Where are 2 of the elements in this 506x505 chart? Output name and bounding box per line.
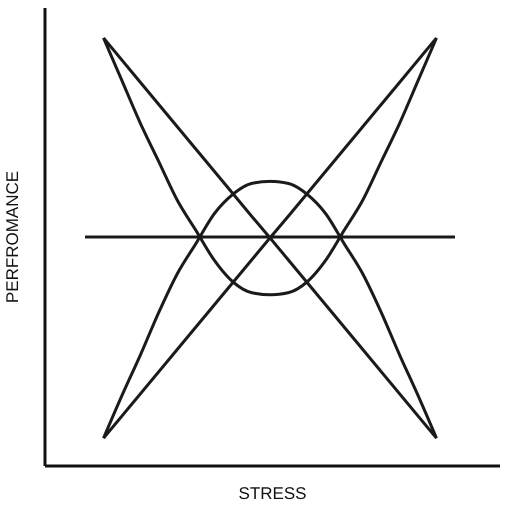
y-axis-title: PERFROMANCE xyxy=(3,170,22,304)
x-axis-title: STRESS xyxy=(238,484,307,503)
